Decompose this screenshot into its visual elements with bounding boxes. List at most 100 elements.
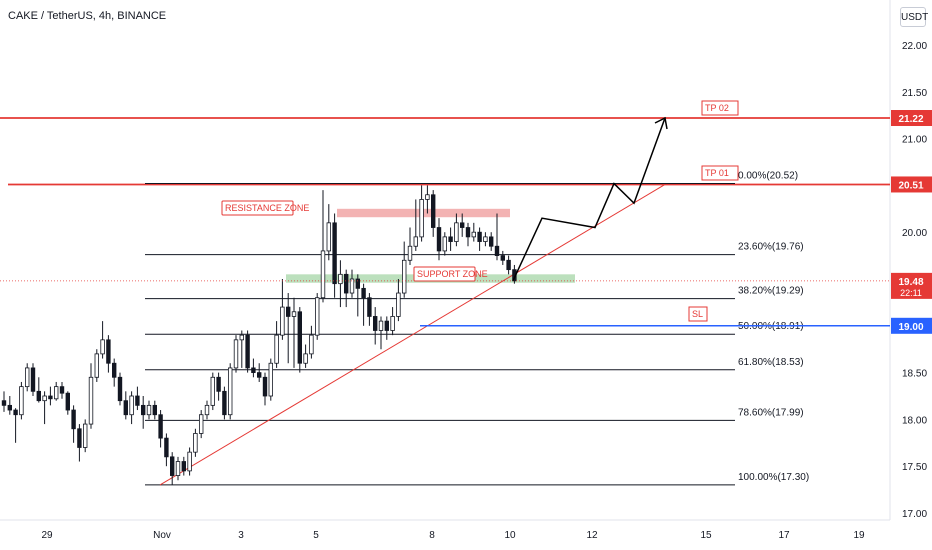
candle-body [30, 367, 36, 392]
candle-body [42, 395, 47, 402]
price-badge [891, 272, 932, 299]
candle [187, 447, 192, 476]
price-badge-label: 19.00 [898, 322, 923, 333]
candle-body [135, 395, 140, 406]
candle-body [500, 255, 505, 261]
candle-body [419, 199, 424, 238]
price-tick-label: 20.00 [902, 228, 927, 239]
candle [7, 396, 12, 415]
candle-body [314, 297, 320, 336]
candle-body [378, 320, 384, 331]
time-tick-label: 17 [778, 530, 790, 541]
candle [135, 386, 140, 411]
candle [152, 400, 157, 420]
projection-path[interactable] [512, 116, 668, 282]
fibonacci-retracement[interactable]: 0.00%(20.52) 23.60%(19.76) 38.20%(19.29) 50… [145, 171, 809, 486]
fib-label: 0.00%(20.52) [738, 171, 798, 182]
time-tick-label: 12 [586, 530, 598, 541]
candle-body [24, 367, 30, 388]
candle-body [59, 386, 65, 394]
candle-body [396, 292, 401, 317]
candle [83, 419, 88, 453]
candle-body [146, 404, 152, 416]
fib-label: 23.60%(19.76) [738, 242, 804, 253]
candle [471, 222, 476, 242]
candle [129, 391, 134, 425]
candle [123, 391, 128, 420]
candle-body [169, 456, 175, 476]
candle-body [239, 334, 244, 341]
candle [401, 241, 407, 298]
candle-body [181, 461, 186, 472]
candle-body [256, 372, 262, 378]
candle [355, 274, 360, 317]
fib-label: 38.20%(19.29) [738, 286, 804, 297]
candle-body [117, 376, 123, 402]
candle-body [222, 390, 227, 416]
candle [42, 391, 47, 425]
trendline[interactable] [159, 184, 666, 486]
candle-body [210, 376, 215, 406]
candle [349, 269, 355, 298]
candle [430, 190, 436, 237]
candle-body [349, 278, 355, 294]
time-tick-label: 29 [41, 530, 53, 541]
candle [112, 358, 117, 387]
candle [256, 363, 262, 382]
candle-body [94, 353, 99, 378]
candle [494, 213, 500, 261]
candle-body [198, 414, 204, 434]
candle [314, 293, 320, 340]
candle [140, 396, 146, 429]
candle [65, 391, 70, 415]
horizontal-lines[interactable]: TP 02 TP 01 SL [0, 100, 890, 327]
candle [407, 227, 413, 265]
candle-body [291, 311, 297, 317]
candle-body [262, 376, 268, 397]
candle [13, 408, 18, 443]
candle-body [390, 316, 395, 331]
price-tick-label: 17.00 [902, 509, 927, 520]
candle [343, 269, 349, 308]
candle [367, 293, 372, 326]
candle [59, 381, 65, 399]
candle-body [413, 236, 418, 247]
candle [448, 227, 453, 251]
price-tick-label: 22.00 [902, 41, 927, 52]
candle-body [488, 236, 494, 247]
candle [483, 232, 488, 247]
candle [384, 316, 389, 340]
candle-body [303, 353, 308, 364]
price-tick-label: 17.50 [902, 462, 927, 473]
candle-body [407, 245, 413, 261]
candle-body [13, 409, 18, 416]
candle [442, 232, 447, 256]
candle-body [425, 194, 430, 200]
fib-label: 61.80%(18.53) [738, 357, 804, 368]
candle-body [454, 222, 459, 242]
candle-body [77, 428, 82, 448]
projection-line [512, 117, 666, 282]
candle [158, 410, 163, 448]
candle-body [268, 362, 273, 397]
candle [262, 372, 268, 406]
fib-label: 100.00%(17.30) [738, 472, 809, 483]
candle-body [1, 400, 7, 406]
candle-body [216, 376, 221, 392]
candle-body [7, 404, 12, 411]
candle [390, 307, 395, 336]
candle [216, 372, 221, 401]
candle-body [361, 287, 366, 299]
candle-body [106, 339, 111, 364]
currency-button[interactable]: USDT [900, 7, 928, 27]
zone-label: SUPPORT ZONE [417, 269, 488, 279]
candle [100, 321, 105, 359]
candle [285, 293, 291, 364]
price-badge [891, 317, 932, 334]
level-label: SL [692, 309, 703, 319]
time-axis[interactable]: 29 Nov 3 5 8 10 12 15 17 19 [41, 530, 865, 541]
candle-body [459, 222, 465, 228]
candle-body [175, 461, 181, 476]
zones[interactable]: RESISTANCE ZONE SUPPORT ZONE [221, 200, 575, 283]
